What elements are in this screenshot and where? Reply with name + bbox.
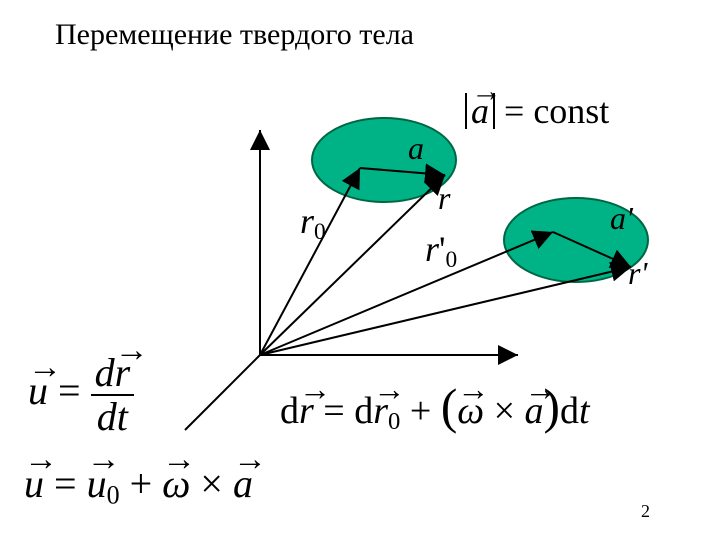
eq-u-sum: →u = →u0 + →ω × →a — [24, 460, 253, 511]
body-initial-ellipse — [312, 118, 456, 202]
label-rprime: r' — [628, 255, 647, 292]
label-aprime: a' — [610, 200, 633, 237]
axis-diag — [185, 355, 260, 430]
vec-r0prime — [260, 232, 553, 355]
label-r0prime: r'0 — [425, 228, 457, 274]
page-number: 2 — [641, 501, 650, 522]
label-r: r — [438, 180, 450, 217]
eq-a-const: →a = const — [465, 90, 609, 132]
eq-dr: d→r = d→r0 + (→ω × →a)dt — [280, 378, 590, 436]
label-a: a — [408, 130, 424, 167]
vec-r — [260, 175, 445, 355]
slide-canvas: { "title": "Перемещение твердого тела", … — [0, 0, 720, 540]
label-r0: r0 — [300, 200, 326, 246]
eq-u-deriv: →u = d→r dt — [28, 352, 134, 438]
vec-r0 — [260, 168, 360, 355]
vec-rprime — [260, 267, 631, 355]
